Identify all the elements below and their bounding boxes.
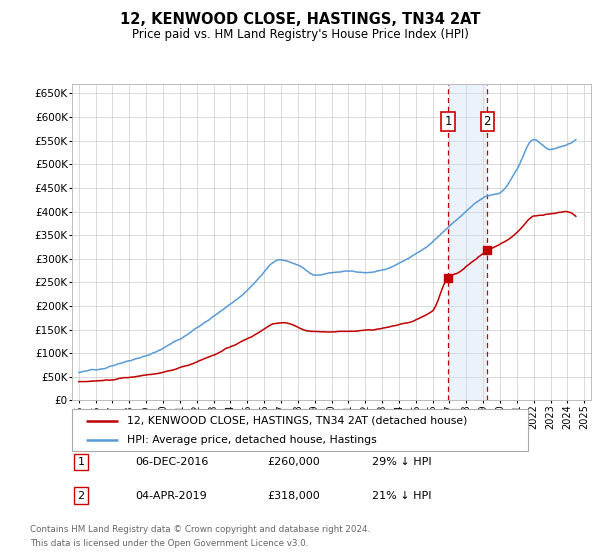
Text: This data is licensed under the Open Government Licence v3.0.: This data is licensed under the Open Gov… xyxy=(30,539,308,548)
Text: Contains HM Land Registry data © Crown copyright and database right 2024.: Contains HM Land Registry data © Crown c… xyxy=(30,525,370,534)
FancyBboxPatch shape xyxy=(72,409,528,451)
Text: 2: 2 xyxy=(484,115,491,128)
Text: 04-APR-2019: 04-APR-2019 xyxy=(135,491,207,501)
Text: 1: 1 xyxy=(445,115,452,128)
Text: 1: 1 xyxy=(77,457,85,467)
Bar xyxy=(448,84,487,400)
Text: £318,000: £318,000 xyxy=(267,491,320,501)
Text: 29% ↓ HPI: 29% ↓ HPI xyxy=(372,457,431,467)
Text: Price paid vs. HM Land Registry's House Price Index (HPI): Price paid vs. HM Land Registry's House … xyxy=(131,28,469,41)
Text: £260,000: £260,000 xyxy=(267,457,320,467)
Text: 2: 2 xyxy=(77,491,85,501)
Text: HPI: Average price, detached house, Hastings: HPI: Average price, detached house, Hast… xyxy=(127,435,376,445)
Text: 12, KENWOOD CLOSE, HASTINGS, TN34 2AT (detached house): 12, KENWOOD CLOSE, HASTINGS, TN34 2AT (d… xyxy=(127,416,467,426)
Text: 21% ↓ HPI: 21% ↓ HPI xyxy=(372,491,431,501)
Text: 12, KENWOOD CLOSE, HASTINGS, TN34 2AT: 12, KENWOOD CLOSE, HASTINGS, TN34 2AT xyxy=(120,12,480,27)
Text: 06-DEC-2016: 06-DEC-2016 xyxy=(135,457,208,467)
